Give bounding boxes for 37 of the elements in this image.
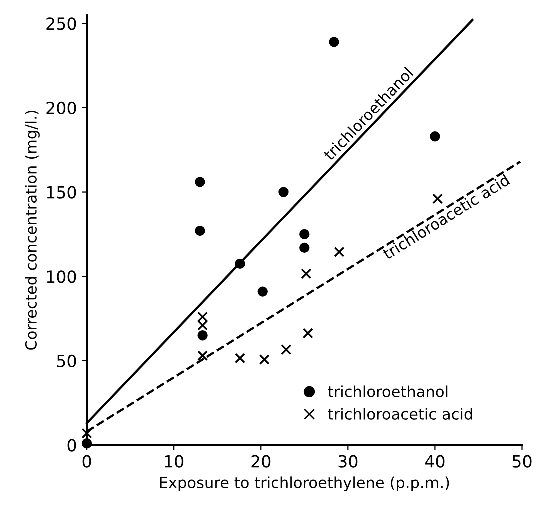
y-tick-label: 50 xyxy=(57,354,76,368)
point xyxy=(259,354,270,366)
point xyxy=(195,177,206,188)
point xyxy=(301,268,312,280)
point xyxy=(430,132,440,142)
y-tick-label: 250 xyxy=(46,18,76,30)
y-tick-label: 100 xyxy=(47,270,76,284)
legend-label: trichloroacetic acid xyxy=(328,408,472,420)
point xyxy=(278,187,289,198)
x-tick-label: 20 xyxy=(252,455,271,468)
point xyxy=(198,330,208,341)
point xyxy=(329,37,340,48)
y-tick-label: 0 xyxy=(68,439,76,452)
point xyxy=(234,353,246,364)
x-axis-title: Exposure to trichloroethylene (p.p.m.) xyxy=(160,476,450,492)
point xyxy=(198,350,208,362)
point xyxy=(82,428,92,439)
x-tick-label: 0 xyxy=(82,455,92,468)
point xyxy=(198,320,208,331)
point xyxy=(281,344,292,356)
point xyxy=(300,229,310,240)
point xyxy=(82,438,92,449)
x-tick-label: 10 xyxy=(165,455,184,468)
y-axis-title: Corrected concentration (mg/l.) xyxy=(25,110,40,350)
point xyxy=(235,258,246,270)
point xyxy=(302,328,314,339)
point xyxy=(334,246,345,258)
x-tick-label: 50 xyxy=(512,455,532,468)
y-tick-label: 150 xyxy=(47,186,76,199)
x-tick-label: 40 xyxy=(425,455,445,468)
point xyxy=(300,242,310,254)
legend-label: trichloroethanol xyxy=(328,386,448,398)
y-tick-label: 200 xyxy=(46,102,76,115)
point xyxy=(195,226,206,236)
point xyxy=(258,286,268,297)
point xyxy=(198,312,208,322)
x-tick-label: 30 xyxy=(338,455,358,468)
